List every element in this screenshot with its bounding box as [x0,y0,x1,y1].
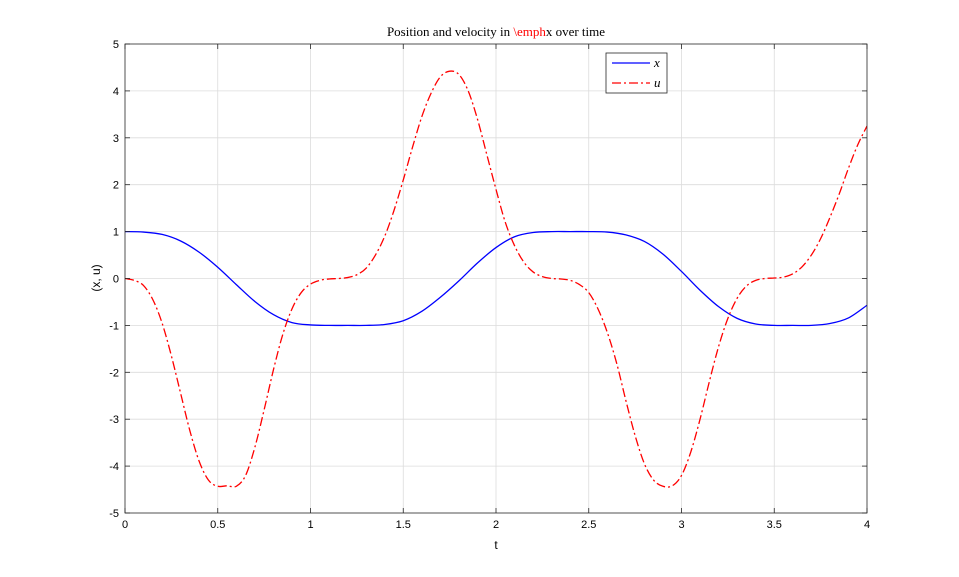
tick-labels: 0 0.5 1 1.5 2 2.5 3 3.5 4 -5 -4 -3 -2 -1 0 1 2 3 4 5 [109,39,870,531]
legend-label-x: x [653,55,660,70]
y-tick-label: 0 [113,274,119,286]
y-tick-label: -5 [109,508,119,520]
series-line-u [125,70,867,488]
x-tick-label: 3.5 [767,519,782,531]
x-tick-label: 0.5 [210,519,225,531]
y-tick-label: 2 [113,180,119,192]
y-tick-label: -4 [109,461,119,473]
y-tick-label: -3 [109,414,119,426]
x-tick-label: 0 [122,519,128,531]
x-tick-label: 3 [678,519,684,531]
legend-label-u: u [654,75,661,90]
y-axis-label: (x, u) [89,264,103,291]
title-part-2: x over time [546,24,605,39]
x-tick-label: 1 [307,519,313,531]
y-tick-label: 3 [113,133,119,145]
y-tick-label: 4 [113,86,119,98]
chart-title: Position and velocity in \emphx over tim… [387,24,605,39]
legend: x u [605,52,668,94]
series-layer [125,70,867,488]
ticks [124,43,868,514]
title-part-0: Position and velocity in [387,24,513,39]
x-axis-label: t [494,538,498,552]
y-tick-label: -2 [109,367,119,379]
y-tick-label: -1 [109,320,119,332]
y-tick-label: 1 [113,227,119,239]
x-tick-label: 2.5 [581,519,596,531]
x-tick-label: 1.5 [396,519,411,531]
series-line-x [125,230,867,327]
y-tick-label: 5 [113,39,119,51]
title-part-1: \emph [513,24,546,39]
x-tick-label: 4 [864,519,870,531]
x-tick-label: 2 [493,519,499,531]
legend-box [605,52,668,94]
